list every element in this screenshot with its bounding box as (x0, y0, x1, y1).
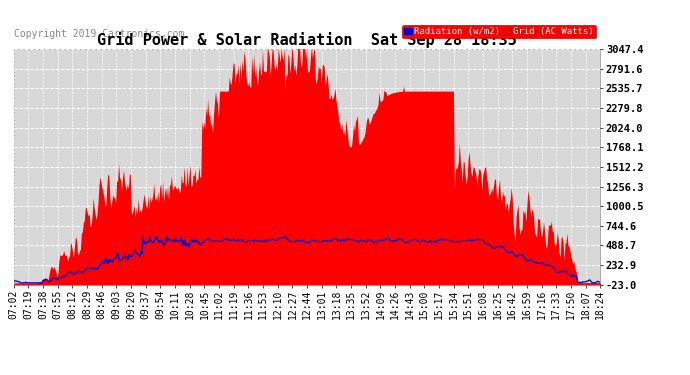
Title: Grid Power & Solar Radiation  Sat Sep 28 18:35: Grid Power & Solar Radiation Sat Sep 28 … (97, 32, 517, 48)
Text: Copyright 2019 Cartronics.com: Copyright 2019 Cartronics.com (14, 29, 184, 39)
Legend: Radiation (w/m2), Grid (AC Watts): Radiation (w/m2), Grid (AC Watts) (402, 25, 595, 38)
